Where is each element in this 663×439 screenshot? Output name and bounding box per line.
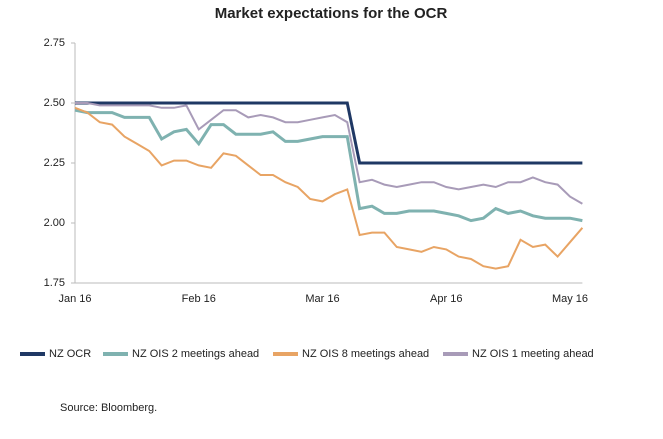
x-tick-label: Jan 16: [58, 293, 91, 305]
series-line: [75, 101, 583, 165]
x-tick-label: Feb 16: [182, 293, 216, 305]
y-tick-label: 2.75: [44, 37, 65, 49]
legend-label: NZ OIS 2 meetings ahead: [132, 348, 259, 360]
legend-label: NZ OIS 8 meetings ahead: [302, 348, 429, 360]
y-tick-label: 2.50: [44, 97, 65, 109]
x-tick-label: May 16: [552, 293, 588, 305]
y-tick-label: 2.00: [44, 217, 65, 229]
series-line: [74, 108, 583, 223]
x-tick-label: Mar 16: [305, 293, 339, 305]
source-note: Source: Bloomberg.: [60, 402, 157, 414]
series-line: [75, 102, 583, 205]
chart-title: Market expectations for the OCR: [215, 5, 448, 22]
y-tick-label: 1.75: [44, 277, 65, 289]
legend-label: NZ OIS 1 meeting ahead: [472, 348, 594, 360]
legend-label: NZ OCR: [49, 348, 91, 360]
series-line: [74, 106, 584, 270]
x-tick-label: Apr 16: [430, 293, 462, 305]
y-tick-label: 2.25: [44, 157, 65, 169]
